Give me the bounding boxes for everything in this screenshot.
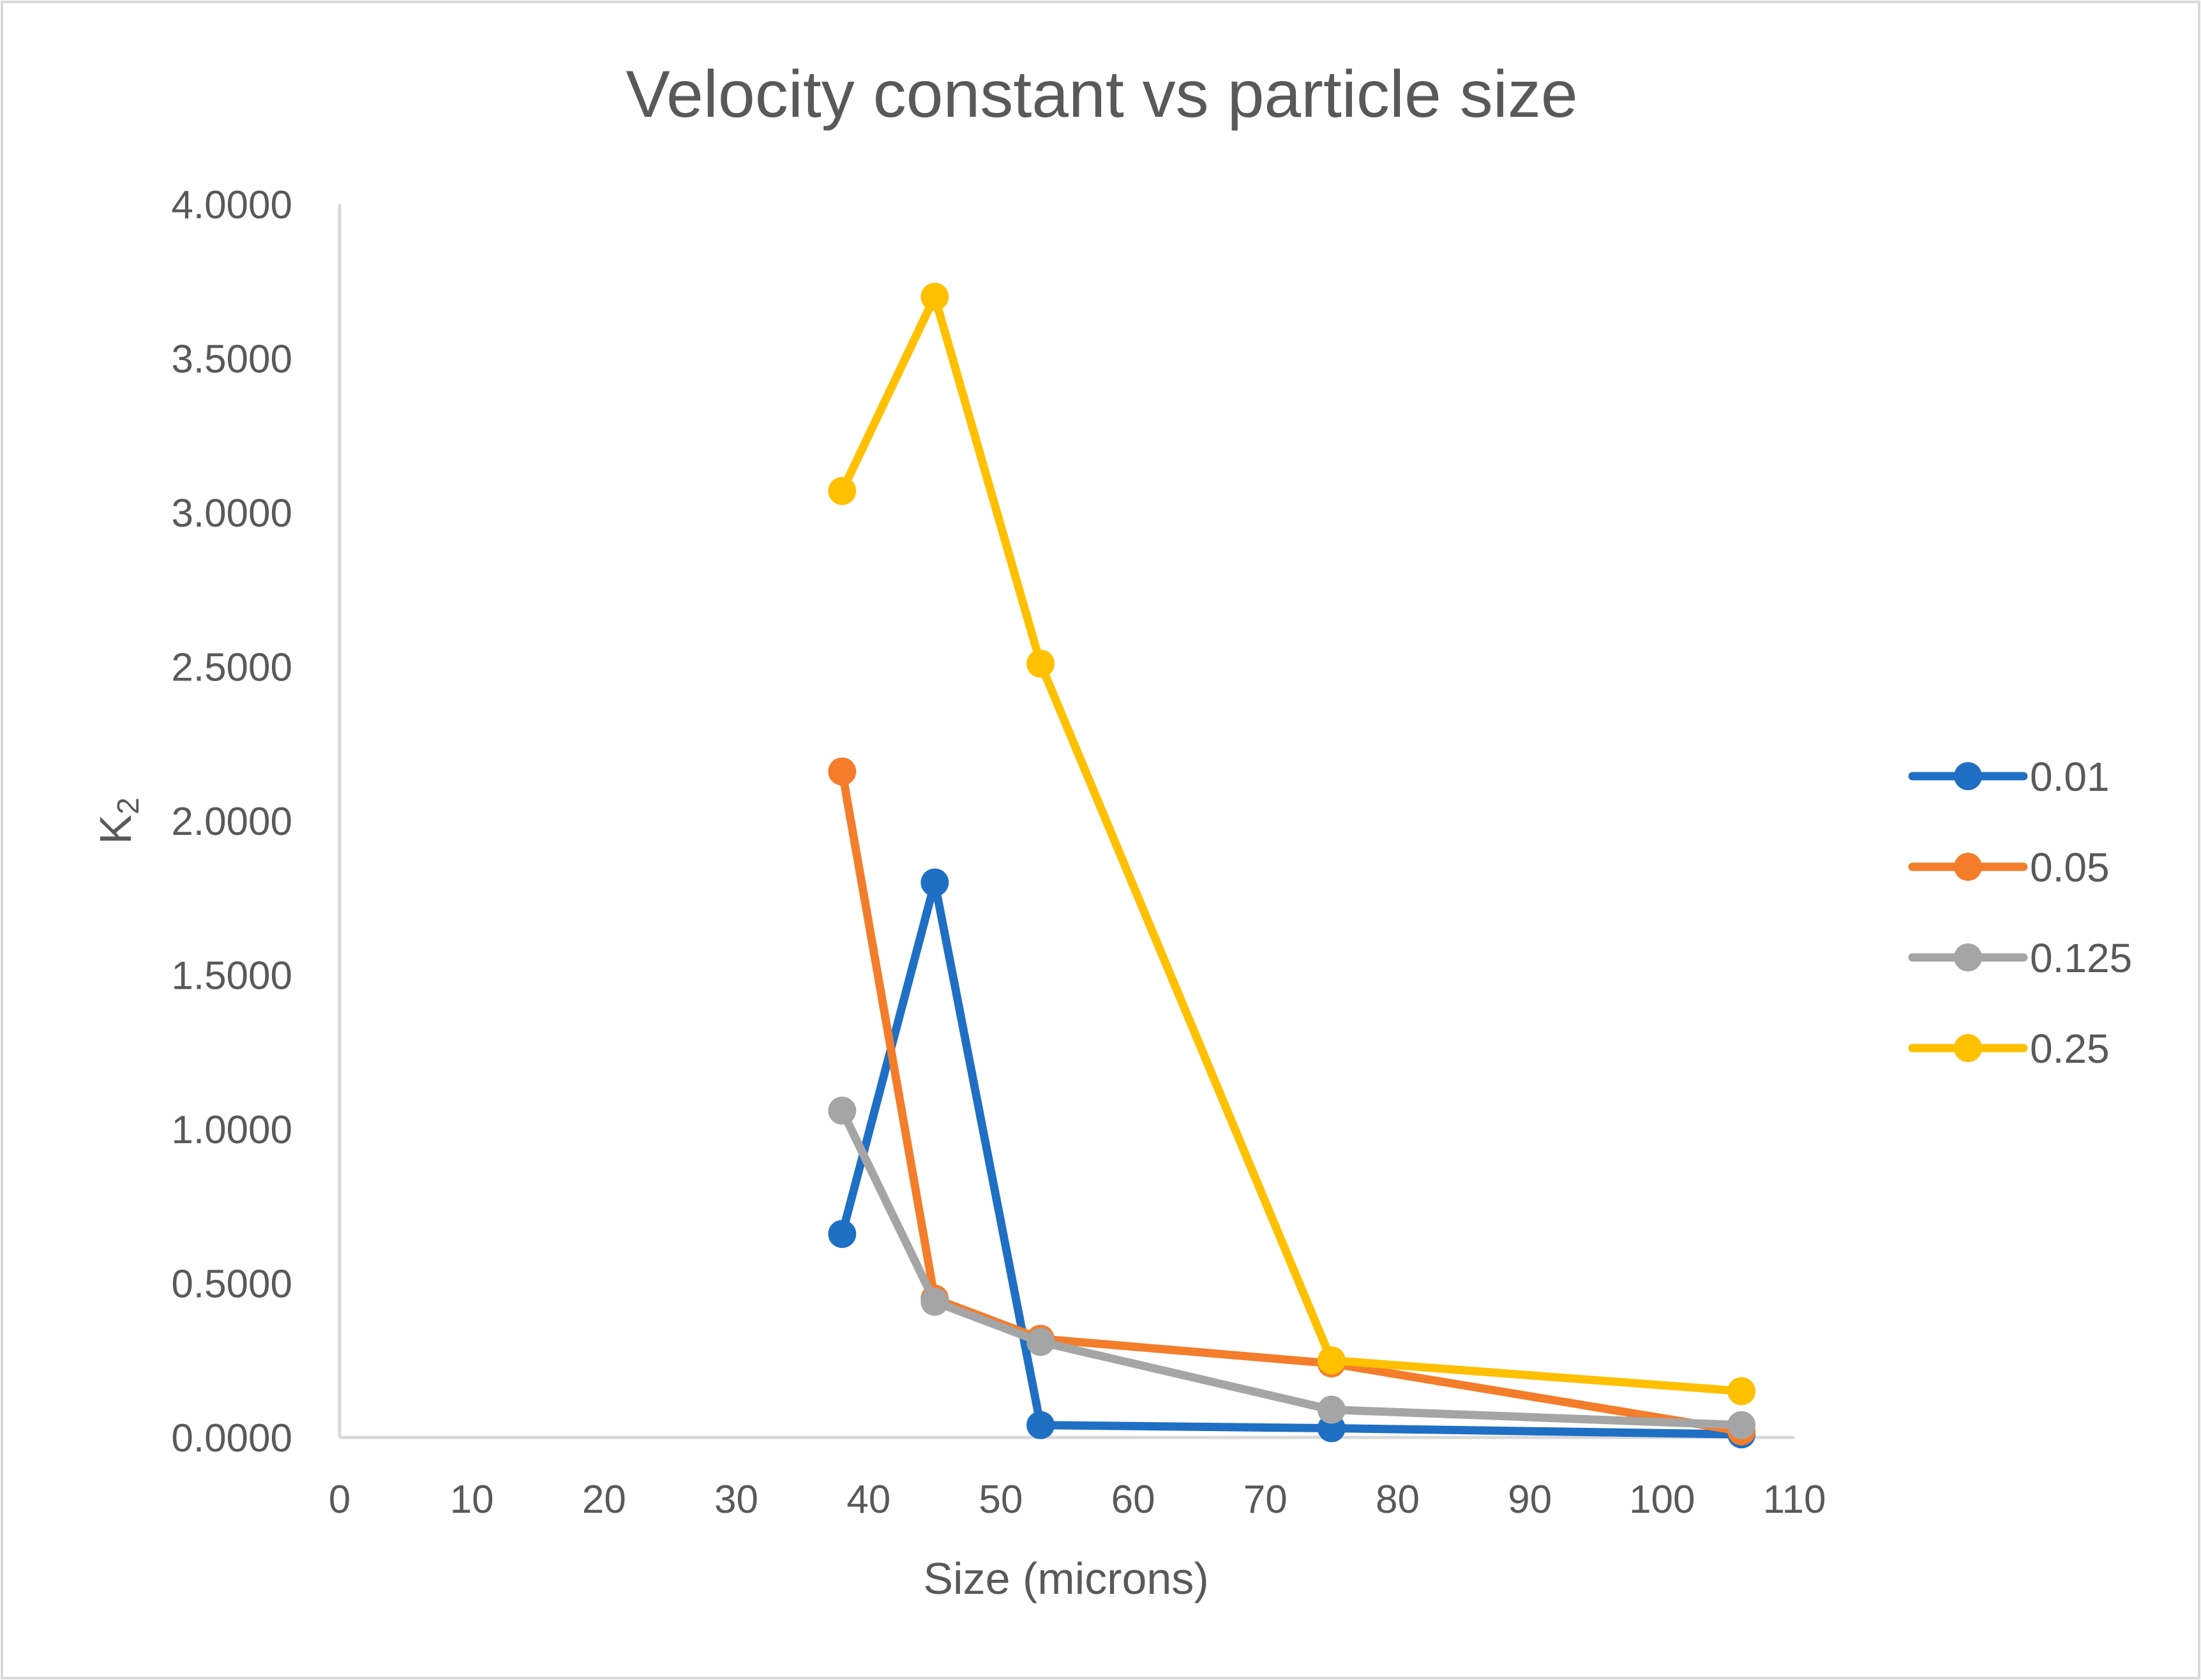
data-point (828, 1220, 857, 1249)
y-tick-label: 1.5000 (171, 954, 292, 998)
legend-item: 0.01 (1908, 754, 2110, 800)
legend-item: 0.05 (1908, 844, 2110, 890)
data-point (1727, 1377, 1756, 1406)
data-point (1727, 1411, 1756, 1439)
y-tick-label: 4.0000 (171, 183, 292, 227)
y-tick-label: 3.0000 (171, 491, 292, 536)
x-tick-label: 10 (450, 1478, 494, 1522)
x-tick-label: 100 (1629, 1478, 1695, 1522)
y-axis-title-main: K (91, 814, 140, 844)
x-tick-label: 0 (329, 1478, 350, 1522)
x-tick-label: 30 (714, 1478, 758, 1522)
x-tick-label: 110 (1763, 1478, 1826, 1522)
x-tick-label: 90 (1508, 1478, 1552, 1522)
data-point (1026, 1328, 1055, 1356)
data-point (828, 1097, 857, 1125)
data-point (1026, 649, 1055, 678)
legend-swatch-marker (1954, 943, 1982, 971)
x-axis-title: Size (microns) (923, 1554, 1208, 1603)
legend-label: 0.01 (2030, 754, 2110, 800)
x-tick-labels: 0 10 20 30 40 50 60 70 80 90 100 110 (329, 1478, 1826, 1522)
y-tick-label: 0.5000 (171, 1263, 292, 1307)
x-tick-label: 50 (979, 1478, 1023, 1522)
x-tick-label: 40 (846, 1478, 890, 1522)
y-tick-label: 0.0000 (171, 1416, 292, 1460)
data-point (1317, 1395, 1346, 1424)
y-tick-label: 3.5000 (171, 338, 292, 382)
data-point (828, 477, 857, 506)
y-tick-label: 2.0000 (171, 800, 292, 844)
series-0-25 (828, 282, 1756, 1406)
legend-label: 0.05 (2030, 844, 2110, 890)
legend-item: 0.125 (1908, 935, 2132, 981)
data-point (920, 282, 949, 311)
y-tick-label: 1.0000 (171, 1108, 292, 1152)
legend-swatch-marker (1954, 1034, 1982, 1062)
data-point (1317, 1346, 1346, 1375)
chart-title: Velocity constant vs particle size (626, 57, 1577, 131)
legend-item: 0.25 (1908, 1026, 2110, 1072)
y-axis-title-subscript: 2 (112, 797, 146, 814)
data-point (920, 1287, 949, 1316)
x-tick-label: 20 (582, 1478, 626, 1522)
legend-label: 0.25 (2030, 1026, 2110, 1072)
data-point (1026, 1411, 1055, 1439)
y-tick-label: 2.5000 (171, 646, 292, 690)
x-tick-label: 80 (1376, 1478, 1420, 1522)
x-tick-label: 60 (1111, 1478, 1155, 1522)
legend-swatch-marker (1954, 762, 1982, 790)
x-tick-label: 70 (1243, 1478, 1288, 1522)
legend-label: 0.125 (2030, 935, 2132, 981)
series-0-125 (828, 1097, 1756, 1439)
y-axis-title: K2 (91, 797, 146, 844)
y-tick-labels: 0.0000 0.5000 1.0000 1.5000 2.0000 2.5000 3.00… (171, 183, 292, 1460)
series-layer (828, 282, 1756, 1449)
legend-swatch-marker (1954, 853, 1982, 881)
legend: 0.01 0.05 0.125 0.25 (1908, 754, 2132, 1072)
data-point (920, 868, 949, 897)
data-point (828, 757, 857, 786)
